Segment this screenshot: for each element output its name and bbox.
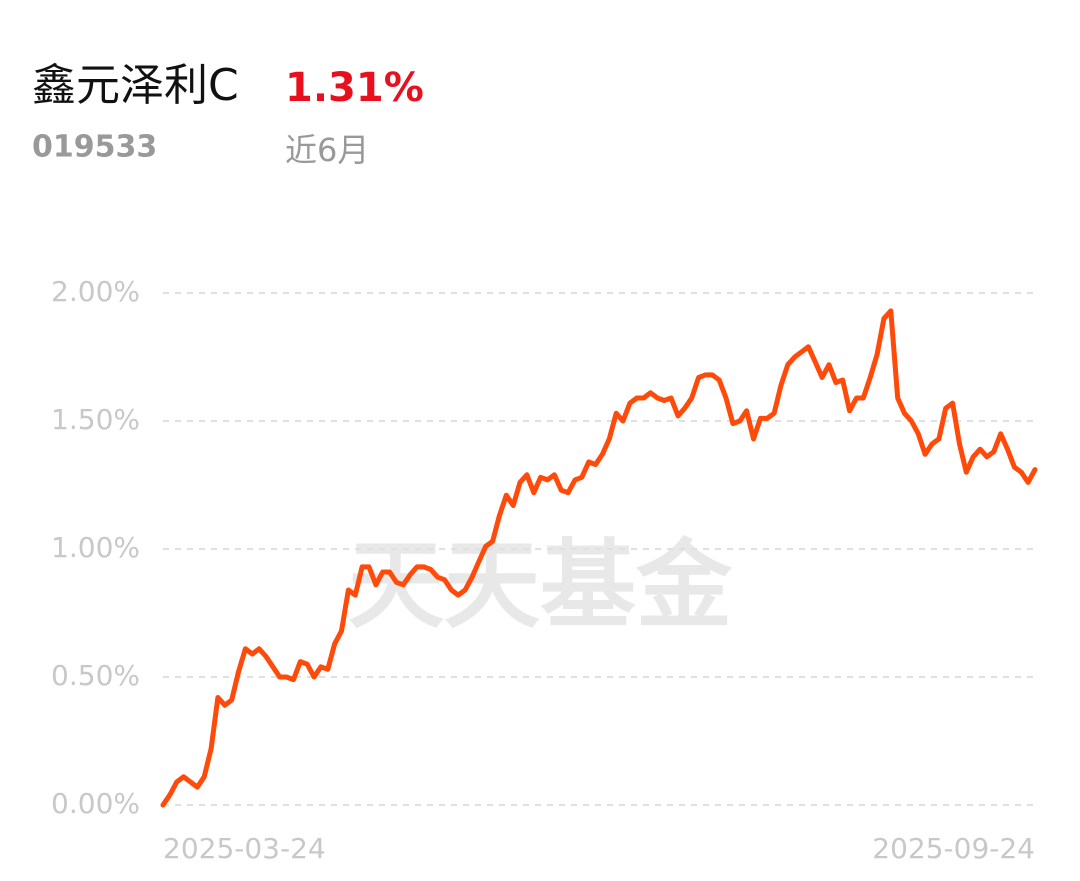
period-label: 近6月: [285, 131, 369, 169]
y-tick-label: 0.50%: [51, 659, 140, 692]
x-tick-label: 2025-03-24: [163, 832, 326, 865]
y-tick-label: 1.00%: [51, 531, 140, 564]
fund-return: 1.31%: [285, 65, 424, 111]
y-tick-label: 0.00%: [51, 787, 140, 820]
fund-name: 鑫元泽利C: [32, 60, 239, 111]
line: [160, 308, 1038, 808]
y-tick-label: 1.50%: [51, 403, 140, 436]
y-tick-label: 2.00%: [51, 275, 140, 308]
fund-code: 019533: [32, 130, 157, 165]
x-tick-label: 2025-09-24: [872, 832, 1035, 865]
